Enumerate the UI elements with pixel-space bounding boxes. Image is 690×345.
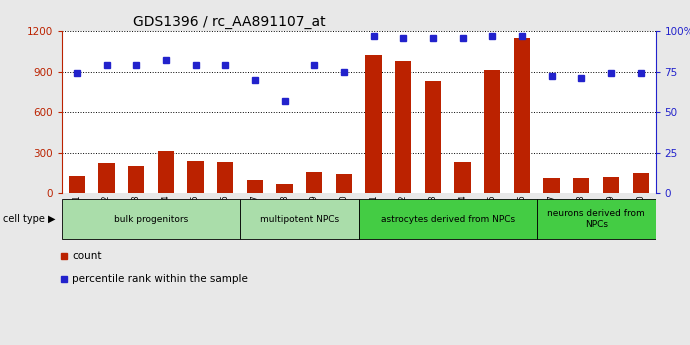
Bar [128,166,144,193]
Text: multipotent NPCs: multipotent NPCs [260,215,339,224]
Bar [366,55,382,193]
Text: GDS1396 / rc_AA891107_at: GDS1396 / rc_AA891107_at [133,14,326,29]
Bar [359,199,537,239]
Bar [69,176,85,193]
Bar [603,177,619,193]
Bar [306,172,322,193]
Bar [336,174,352,193]
Bar [62,199,240,239]
Bar [247,180,263,193]
Text: count: count [72,251,101,261]
Bar [455,162,471,193]
Bar [277,184,293,193]
Bar [544,178,560,193]
Text: neurons derived from
NPCs: neurons derived from NPCs [547,209,645,229]
Bar [484,70,500,193]
Bar [99,164,115,193]
Bar [158,151,174,193]
Bar [537,199,656,239]
Bar [395,61,411,193]
Bar [573,178,589,193]
Bar [188,161,204,193]
Bar [633,173,649,193]
Text: percentile rank within the sample: percentile rank within the sample [72,274,248,284]
Bar [217,162,233,193]
Bar [514,38,530,193]
Bar [240,199,359,239]
Bar [425,81,441,193]
Text: astrocytes derived from NPCs: astrocytes derived from NPCs [381,215,515,224]
Text: bulk progenitors: bulk progenitors [114,215,188,224]
Text: cell type ▶: cell type ▶ [3,214,56,224]
